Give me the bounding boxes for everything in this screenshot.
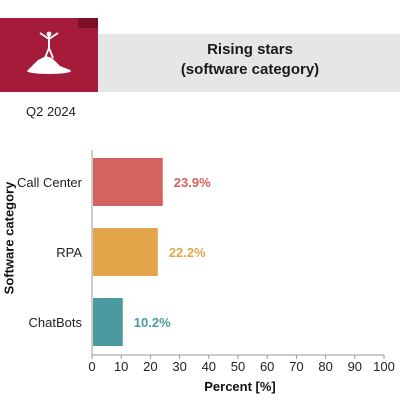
data-label: 23.9% [174,175,211,190]
x-tick-label: 100 [373,359,395,374]
x-tick-label: 0 [88,359,95,374]
badge-ribbon-tab [78,18,98,28]
title-line-1: Rising stars [207,41,293,58]
x-tick-label: 20 [143,359,157,374]
brand-badge [0,18,98,92]
bar-chatbots [93,298,123,346]
title-line-2: (software category) [180,61,320,78]
category-label: Call Center [17,175,83,190]
x-tick-label: 50 [231,359,245,374]
bar-call-center [93,158,163,206]
x-tick-label: 30 [172,359,186,374]
category-label: RPA [56,245,82,260]
x-tick-label: 70 [289,359,303,374]
x-tick-label: 90 [348,359,362,374]
summit-figure-icon [27,31,71,74]
bar-rpa [93,228,158,276]
x-tick-label: 60 [260,359,274,374]
x-tick-label: 10 [114,359,128,374]
category-label: ChatBots [29,315,83,330]
x-tick-label: 40 [202,359,216,374]
period-label: Q2 2024 [26,104,76,119]
x-axis-title: Percent [%] [204,379,276,394]
chart-title: Rising stars (software category) [100,40,400,80]
data-label: 10.2% [134,315,171,330]
x-tick-label: 80 [318,359,332,374]
data-label: 22.2% [169,245,206,260]
